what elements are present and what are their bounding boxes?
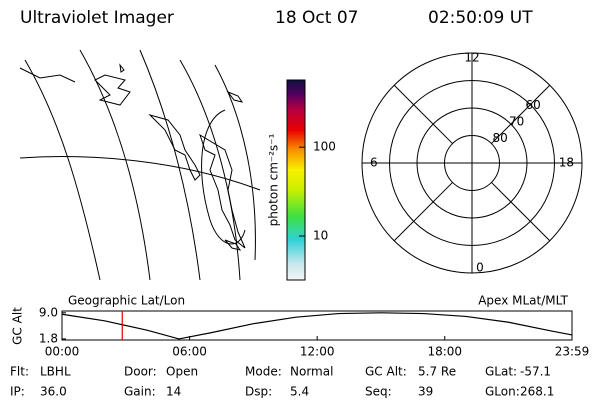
colorbar-label: photon cm⁻²s⁻¹ — [267, 133, 281, 226]
mlt-label: 18 — [559, 156, 574, 170]
x-tick-label: 18:00 — [427, 345, 462, 359]
field-value: 39 — [418, 385, 433, 399]
field-label: Seq: — [365, 385, 392, 399]
field-label: GLat: — [485, 365, 517, 379]
colorbar — [286, 79, 306, 281]
x-tick-label: 00:00 — [45, 345, 80, 359]
x-tick-label: 23:59 — [555, 345, 590, 359]
lat-label: 60 — [526, 98, 541, 112]
field-value: -57.1 — [520, 365, 551, 379]
y-axis-label: GC Alt — [11, 307, 25, 345]
field-value: 14 — [166, 385, 181, 399]
title: Ultraviolet Imager — [20, 8, 174, 28]
field-value: 5.4 — [290, 385, 309, 399]
colorbar-tick-label: 10 — [313, 229, 328, 243]
field-label: GC Alt: — [365, 365, 407, 379]
date: 18 Oct 07 — [275, 8, 358, 28]
field-value: Open — [166, 365, 198, 379]
altitude-line — [61, 312, 573, 340]
field-value: 5.7 Re — [418, 365, 456, 379]
time: 02:50:09 UT — [428, 8, 533, 28]
y-tick-label: 9.0 — [39, 305, 58, 319]
right-label: Apex MLat/MLT — [478, 294, 568, 308]
mlt-spoke — [491, 182, 551, 242]
mlt-spoke — [393, 182, 453, 242]
mlt-label: 6 — [370, 156, 378, 170]
field-label: GLon: — [485, 385, 520, 399]
field-label: Gain: — [124, 385, 156, 399]
lat-label: 70 — [509, 115, 524, 129]
field-label: Flt: — [10, 365, 29, 379]
field-value: 36.0 — [40, 385, 67, 399]
x-tick-label: 06:00 — [172, 345, 207, 359]
lat-label: 80 — [493, 131, 508, 145]
field-value: 268.1 — [520, 385, 554, 399]
field-value: Normal — [290, 365, 333, 379]
field-label: Dsp: — [245, 385, 272, 399]
mlt-spoke — [491, 84, 551, 144]
y-tick-label: 1.8 — [39, 331, 58, 345]
field-label: Mode: — [245, 365, 282, 379]
map — [19, 49, 261, 281]
field-value: LBHL — [40, 365, 71, 379]
field-label: IP: — [10, 385, 25, 399]
left-label: Geographic Lat/Lon — [68, 294, 185, 308]
x-tick-label: 12:00 — [300, 345, 335, 359]
colorbar-tick-label: 100 — [313, 140, 336, 154]
mlt-spoke — [393, 84, 453, 144]
mlt-label: 0 — [476, 261, 484, 275]
mlt-label: 12 — [464, 51, 479, 65]
field-label: Door: — [124, 365, 157, 379]
